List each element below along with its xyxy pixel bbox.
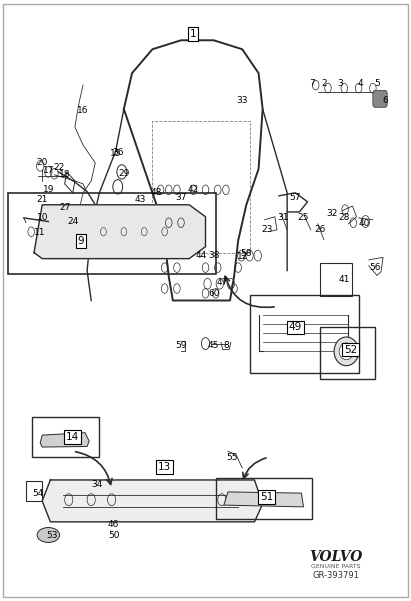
Text: 6: 6 — [382, 96, 388, 105]
Ellipse shape — [339, 343, 353, 360]
Text: 42: 42 — [188, 185, 199, 194]
Text: 1: 1 — [190, 29, 196, 39]
Text: 29: 29 — [118, 169, 129, 178]
Text: 7: 7 — [309, 79, 314, 88]
Text: 20: 20 — [37, 159, 48, 168]
Text: 27: 27 — [59, 203, 70, 212]
Text: 53: 53 — [47, 531, 58, 540]
Text: 10: 10 — [37, 213, 48, 222]
Ellipse shape — [334, 337, 358, 365]
Text: 32: 32 — [326, 209, 338, 218]
Text: 47: 47 — [216, 278, 228, 287]
Text: GR-393791: GR-393791 — [313, 571, 360, 580]
Text: 56: 56 — [369, 263, 381, 272]
Text: 24: 24 — [67, 217, 79, 226]
Ellipse shape — [37, 528, 60, 543]
Text: 34: 34 — [92, 480, 103, 489]
Text: 38: 38 — [208, 251, 219, 260]
Polygon shape — [42, 480, 263, 522]
Text: 21: 21 — [37, 195, 48, 204]
Text: 33: 33 — [236, 96, 248, 105]
Text: 3: 3 — [337, 79, 343, 88]
Text: 12: 12 — [237, 252, 248, 261]
Text: 45: 45 — [208, 341, 219, 350]
Text: 52: 52 — [344, 344, 357, 355]
Text: 46: 46 — [108, 520, 119, 529]
Text: 48: 48 — [151, 188, 162, 197]
Text: 55: 55 — [226, 453, 238, 462]
Text: 37: 37 — [175, 193, 187, 202]
FancyBboxPatch shape — [373, 91, 387, 107]
Text: 22: 22 — [53, 163, 64, 172]
Text: 41: 41 — [339, 275, 350, 284]
Text: 60: 60 — [208, 289, 219, 298]
Text: 23: 23 — [261, 225, 272, 234]
Text: 13: 13 — [158, 462, 171, 472]
Text: 50: 50 — [108, 531, 120, 540]
Text: 5: 5 — [374, 79, 380, 88]
Text: 26: 26 — [314, 225, 326, 234]
Text: 44: 44 — [196, 251, 207, 260]
Text: 59: 59 — [175, 341, 187, 350]
Text: 19: 19 — [43, 185, 54, 194]
Text: 49: 49 — [289, 322, 302, 332]
Text: 9: 9 — [78, 236, 84, 246]
Text: GENUINE PARTS: GENUINE PARTS — [312, 564, 361, 569]
Text: 54: 54 — [32, 489, 44, 498]
Text: 40: 40 — [359, 219, 370, 228]
Text: 2: 2 — [321, 79, 327, 88]
Text: 16: 16 — [77, 106, 89, 115]
Text: 8: 8 — [223, 341, 229, 350]
Text: 18: 18 — [59, 170, 70, 179]
Text: 58: 58 — [240, 249, 252, 258]
Text: 31: 31 — [277, 213, 289, 222]
Text: VOLVO: VOLVO — [309, 549, 363, 564]
Text: 17: 17 — [43, 166, 54, 174]
Text: 43: 43 — [134, 195, 146, 204]
Text: 51: 51 — [260, 492, 273, 502]
Text: 25: 25 — [298, 213, 309, 222]
Text: 4: 4 — [358, 79, 363, 88]
Text: 15: 15 — [110, 150, 121, 159]
Text: 11: 11 — [35, 228, 46, 237]
Polygon shape — [224, 492, 303, 507]
Text: 14: 14 — [66, 432, 79, 442]
Text: 36: 36 — [112, 148, 123, 157]
Text: 57: 57 — [290, 193, 301, 202]
Polygon shape — [40, 433, 89, 447]
Polygon shape — [34, 205, 206, 258]
Text: 28: 28 — [339, 213, 350, 222]
